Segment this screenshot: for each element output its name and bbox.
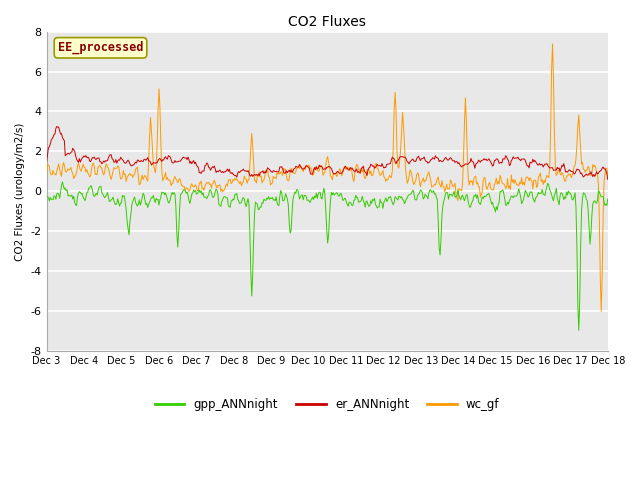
Legend: gpp_ANNnight, er_ANNnight, wc_gf: gpp_ANNnight, er_ANNnight, wc_gf <box>150 393 504 416</box>
Title: CO2 Fluxes: CO2 Fluxes <box>288 15 366 29</box>
Y-axis label: CO2 Fluxes (urology/m2/s): CO2 Fluxes (urology/m2/s) <box>15 122 25 261</box>
Text: EE_processed: EE_processed <box>58 41 143 54</box>
